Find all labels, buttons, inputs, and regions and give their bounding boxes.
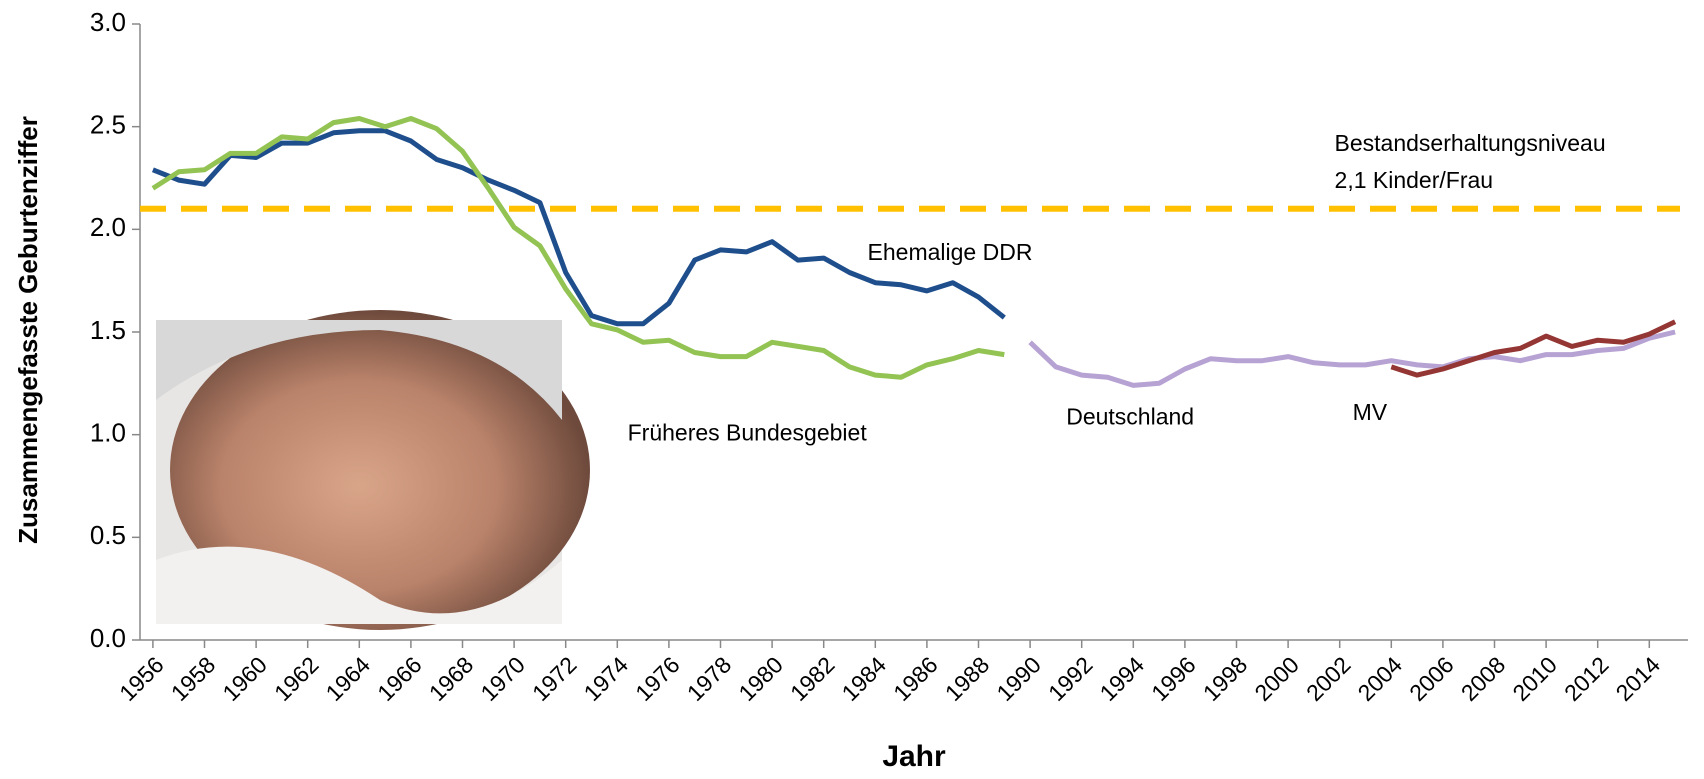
x-tick-label: 1984	[837, 651, 892, 706]
x-tick-label: 1996	[1146, 651, 1201, 706]
x-tick-label: 1994	[1095, 651, 1150, 706]
x-tick-label: 2004	[1353, 651, 1408, 706]
y-tick-label: 2.5	[90, 110, 126, 140]
x-tick-label: 1966	[372, 651, 427, 706]
x-tick-label: 2012	[1559, 651, 1614, 706]
x-tick-label: 2006	[1404, 651, 1459, 706]
x-tick-label: 1978	[682, 651, 737, 706]
series-line	[1390, 319, 1677, 378]
x-tick-label: 1960	[217, 651, 272, 706]
series-label: Früheres Bundesgebiet	[628, 420, 868, 446]
series-line	[1028, 329, 1676, 388]
photo	[156, 310, 590, 630]
photo-blanket	[156, 546, 562, 624]
x-tick-label: 2000	[1249, 651, 1304, 706]
x-tick-label: 1964	[321, 651, 376, 706]
annotation: 2,1 Kinder/Frau	[1335, 167, 1494, 193]
x-tick-label: 1980	[733, 651, 788, 706]
x-tick-label: 2008	[1456, 651, 1511, 706]
x-tick-label: 1988	[940, 651, 995, 706]
series-label: Ehemalige DDR	[868, 239, 1033, 265]
x-tick-label: 2002	[1301, 651, 1356, 706]
x-tick-label: 2014	[1611, 651, 1666, 706]
annotation: Bestandserhaltungsniveau	[1335, 130, 1606, 156]
y-tick-label: 2.0	[90, 212, 126, 242]
x-tick-label: 1998	[1198, 651, 1253, 706]
y-tick-label: 0.0	[90, 623, 126, 653]
x-tick-label: 1970	[475, 651, 530, 706]
photo-cloth	[156, 320, 562, 420]
x-tick-label: 1956	[114, 651, 169, 706]
y-tick-label: 1.5	[90, 315, 126, 345]
x-tick-label: 1974	[579, 651, 634, 706]
series-label: MV	[1353, 399, 1388, 425]
x-tick-label: 1958	[166, 651, 221, 706]
x-tick-label: 1976	[630, 651, 685, 706]
series-label: Deutschland	[1066, 403, 1194, 429]
y-axis-title: Zusammengefasste Geburtenziffer	[13, 116, 43, 544]
x-tick-label: 1972	[527, 651, 582, 706]
series-line	[151, 128, 1006, 327]
x-tick-label: 1962	[269, 651, 324, 706]
x-axis-title: Jahr	[882, 740, 946, 773]
y-tick-label: 3.0	[90, 7, 126, 37]
x-tick-label: 1992	[1043, 651, 1098, 706]
y-tick-label: 1.0	[90, 418, 126, 448]
x-tick-label: 2010	[1507, 651, 1562, 706]
x-tick-label: 1982	[785, 651, 840, 706]
y-tick-label: 0.5	[90, 520, 126, 550]
x-tick-label: 1986	[888, 651, 943, 706]
x-tick-label: 1990	[991, 651, 1046, 706]
x-tick-label: 1968	[424, 651, 479, 706]
photo-face	[170, 310, 590, 630]
series-line	[151, 116, 1005, 380]
